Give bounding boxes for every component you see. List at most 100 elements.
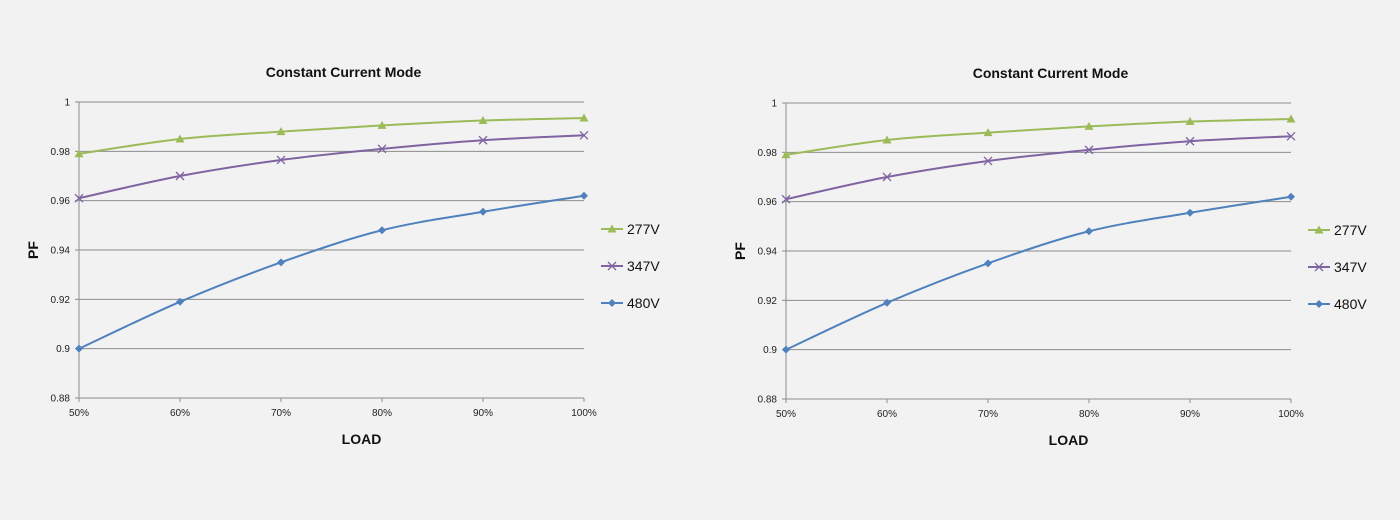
data-point <box>1085 227 1093 236</box>
y-tick-label: 1 <box>771 99 777 110</box>
y-tick-label: 0.96 <box>758 197 778 208</box>
x-tick-label: 80% <box>1079 409 1099 420</box>
x-tick-label: 70% <box>978 409 998 420</box>
y-tick-label: 0.98 <box>758 148 778 159</box>
series-line <box>78 117 585 155</box>
legend-marker <box>1314 225 1324 234</box>
legend-item-277V: 277V <box>601 221 660 237</box>
data-point <box>1084 145 1094 155</box>
y-tick-label: 1 <box>64 98 70 109</box>
series-480V <box>75 191 588 353</box>
legend-label: 347V <box>627 258 660 274</box>
series-line <box>785 118 1292 156</box>
series-line <box>78 194 585 350</box>
data-point <box>984 259 992 268</box>
legend-label: 480V <box>627 295 660 311</box>
data-point <box>478 116 488 124</box>
series-line <box>785 135 1292 201</box>
legend-label: 277V <box>1334 222 1367 238</box>
data-point <box>175 134 185 143</box>
series-347V <box>74 130 589 203</box>
data-point <box>276 155 286 165</box>
legend-item-480V: 480V <box>1308 296 1367 312</box>
data-point <box>983 156 993 166</box>
chart-title: Constant Current Mode <box>266 64 422 80</box>
data-point <box>276 127 286 136</box>
x-tick-label: 50% <box>776 409 796 420</box>
y-axis-title: PF <box>25 241 41 259</box>
series-line <box>78 134 585 200</box>
series-line <box>785 195 1292 351</box>
data-point <box>478 135 488 145</box>
data-point <box>1185 136 1195 146</box>
data-point <box>1286 114 1296 123</box>
chart-panel-left: 0.88 0.9 0.92 0.94 0.96 0.98 1 50% 60% 70% 80% 90% 1… <box>25 64 660 447</box>
data-point <box>983 128 993 137</box>
y-tick-label: 0.88 <box>51 394 71 405</box>
data-point <box>277 258 285 267</box>
y-tick-label: 0.92 <box>51 295 71 306</box>
y-tick-label: 0.88 <box>758 395 778 406</box>
x-tick-label: 60% <box>877 409 897 420</box>
data-point <box>74 193 84 203</box>
legend-label: 277V <box>627 221 660 237</box>
data-point <box>378 226 386 235</box>
legend-marker <box>1314 262 1324 272</box>
series-277V <box>781 114 1296 159</box>
data-point <box>882 172 892 182</box>
data-point <box>176 297 184 306</box>
legend-marker <box>607 261 617 271</box>
x-tick-label: 90% <box>1180 409 1200 420</box>
x-tick-label: 60% <box>170 408 190 419</box>
y-axis-title: PF <box>732 242 748 260</box>
y-tick-label: 0.94 <box>51 246 71 257</box>
y-tick-label: 0.92 <box>758 296 778 307</box>
legend-label: 347V <box>1334 259 1367 275</box>
legend-item-277V: 277V <box>1308 222 1367 238</box>
y-tick-label: 0.98 <box>51 147 71 158</box>
data-point <box>882 135 892 144</box>
y-tick-label: 0.94 <box>758 247 778 258</box>
chart-panel-right: 0.88 0.9 0.92 0.94 0.96 0.98 1 50% 60% 70% 80% 90% 1… <box>732 65 1367 448</box>
data-point <box>479 207 487 216</box>
data-point <box>1084 121 1094 130</box>
data-point <box>1185 117 1195 125</box>
x-tick-label: 100% <box>571 408 597 419</box>
x-tick-label: 70% <box>271 408 291 419</box>
data-point <box>75 344 83 353</box>
data-point <box>782 345 790 354</box>
x-tick-label: 100% <box>1278 409 1304 420</box>
data-point <box>579 113 589 122</box>
x-axis-title: LOAD <box>1049 432 1089 448</box>
y-tick-label: 0.9 <box>763 345 777 356</box>
data-point <box>175 171 185 181</box>
series-277V <box>74 113 589 158</box>
data-point <box>1287 192 1295 201</box>
x-tick-label: 80% <box>372 408 392 419</box>
data-point <box>1286 131 1296 141</box>
chart-title: Constant Current Mode <box>973 65 1129 81</box>
data-point <box>781 150 791 159</box>
y-tick-label: 0.96 <box>51 196 71 207</box>
y-tick-label: 0.9 <box>56 344 70 355</box>
series-347V <box>781 131 1296 204</box>
data-point <box>377 120 387 129</box>
legend-marker <box>1315 300 1323 308</box>
legend-marker <box>607 224 617 233</box>
data-point <box>883 298 891 307</box>
legend-marker <box>608 299 616 307</box>
data-point <box>377 144 387 154</box>
legend-item-480V: 480V <box>601 295 660 311</box>
x-axis-title: LOAD <box>342 431 382 447</box>
data-point <box>781 194 791 204</box>
legend-item-347V: 347V <box>1308 259 1367 275</box>
x-tick-label: 90% <box>473 408 493 419</box>
data-point <box>74 149 84 158</box>
series-480V <box>782 192 1295 354</box>
x-tick-label: 50% <box>69 408 89 419</box>
legend-item-347V: 347V <box>601 258 660 274</box>
legend-label: 480V <box>1334 296 1367 312</box>
data-point <box>580 191 588 200</box>
